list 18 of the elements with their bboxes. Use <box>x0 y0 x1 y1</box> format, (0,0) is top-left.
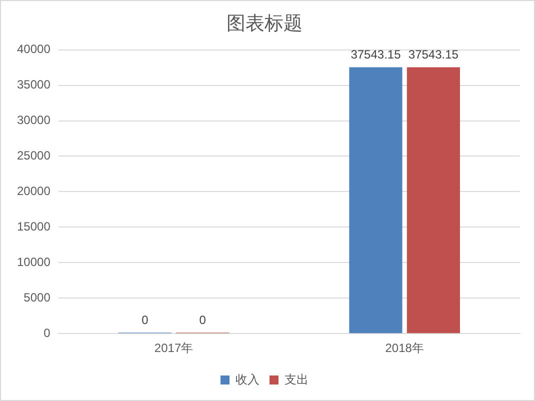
y-tick-label: 15000 <box>16 219 51 234</box>
x-tick-label: 2018年 <box>385 341 424 356</box>
data-label: 0 <box>199 312 206 327</box>
y-tick-label: 20000 <box>16 184 51 198</box>
data-label: 37543.15 <box>350 48 402 62</box>
chart-title: 图表标题 <box>226 14 302 35</box>
data-label: 0 <box>142 312 149 327</box>
y-tick-label: 5000 <box>24 290 51 304</box>
legend-label: 支出 <box>284 372 308 386</box>
y-tick-label: 40000 <box>16 42 51 56</box>
y-tick-label: 35000 <box>16 78 51 92</box>
x-tick-label: 2017年 <box>154 341 194 356</box>
y-tick-label: 0 <box>44 326 51 340</box>
data-label: 37543.15 <box>408 48 459 62</box>
y-tick-label: 30000 <box>16 113 51 128</box>
y-tick-label: 25000 <box>16 148 51 163</box>
y-tick-label: 10000 <box>16 254 51 269</box>
legend-label: 收入 <box>236 372 260 386</box>
